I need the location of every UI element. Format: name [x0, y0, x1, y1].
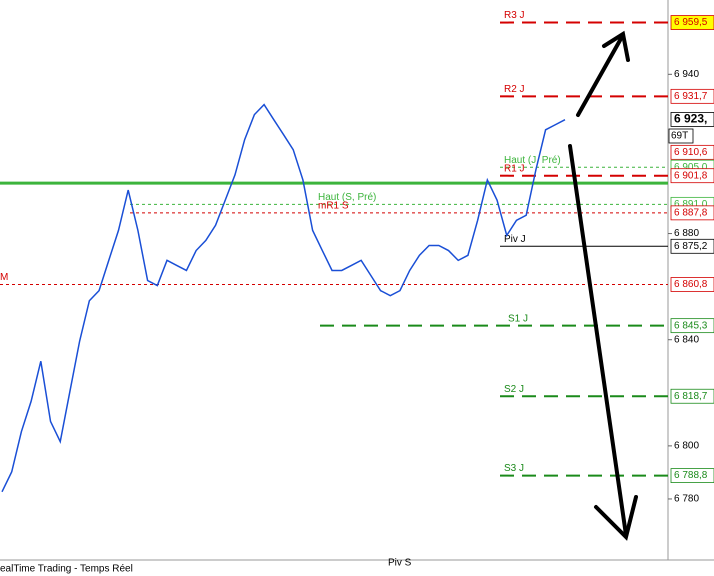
y-tick-label: 6 940	[674, 69, 699, 80]
value-label-box	[670, 205, 714, 221]
value-label-box	[670, 15, 714, 30]
arrow-down-head	[594, 495, 638, 541]
value-label-box	[670, 144, 714, 160]
value-label-box	[670, 88, 714, 104]
value-label: 6 845,3	[674, 320, 708, 331]
value-label-box	[670, 238, 714, 254]
y-tick-label: 6 800	[674, 441, 699, 452]
price-line	[1, 103, 566, 493]
arrow-up	[576, 33, 625, 117]
level-name: R3 J	[504, 10, 525, 21]
y-tick-label: 6 880	[674, 228, 699, 239]
pivot-label: Piv S	[388, 558, 412, 569]
value-label: 6 905,0	[674, 162, 708, 173]
tag-box	[668, 128, 694, 144]
level-name: S1 J	[508, 313, 528, 324]
arrow-up-head	[602, 30, 630, 62]
arrow-down	[568, 144, 628, 537]
value-label: 6 818,7	[674, 391, 708, 402]
value-label: 6 887,8	[674, 207, 708, 218]
tag: 69T	[671, 131, 688, 142]
level-name: Piv J	[504, 234, 526, 245]
value-label: 6 923,	[674, 112, 707, 126]
y-tick-label: 6 780	[674, 494, 699, 505]
level-name: M	[0, 272, 8, 283]
value-label-box	[670, 112, 714, 127]
level-name: R2 J	[504, 84, 525, 95]
level-name: mR1 S	[318, 200, 349, 211]
value-label-box	[670, 318, 714, 334]
footer: ealTime Trading - Temps Réel	[0, 564, 133, 575]
value-label: 6 910,6	[674, 147, 708, 158]
level-name: R1 J	[504, 163, 525, 174]
value-label: 6 891,0	[674, 199, 708, 210]
value-label: 6 959,5	[674, 17, 708, 28]
value-label-box	[670, 277, 714, 292]
level-name: S2 J	[504, 384, 524, 395]
value-label-box	[670, 168, 714, 184]
value-label: 6 931,7	[674, 91, 708, 102]
value-label-box	[670, 388, 714, 404]
value-label-box	[670, 468, 714, 484]
level-name: S3 J	[504, 463, 524, 474]
value-label: 6 901,8	[674, 170, 708, 181]
level-name: Haut (J, Pré)	[504, 155, 561, 166]
arrows	[568, 30, 638, 541]
level-name: Haut (S, Pré)	[318, 192, 376, 203]
value-label: 6 860,8	[674, 279, 708, 290]
y-tick-label: 6 840	[674, 334, 699, 345]
value-label: 6 788,8	[674, 470, 708, 481]
value-label: 6 875,2	[674, 241, 708, 252]
